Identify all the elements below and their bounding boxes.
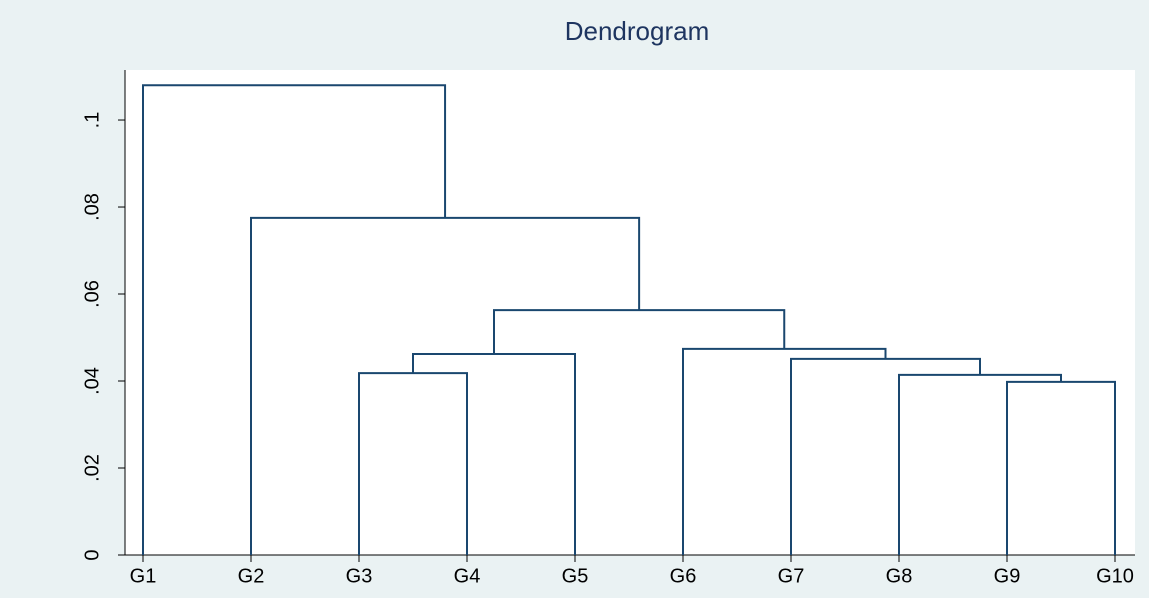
x-tick-label: G9 xyxy=(994,565,1021,587)
y-tick-label: .04 xyxy=(81,367,103,395)
x-tick-label: G10 xyxy=(1096,565,1134,587)
dendrogram-link xyxy=(142,84,447,555)
plot-area xyxy=(125,70,1135,555)
chart-title: Dendrogram xyxy=(565,16,710,46)
x-tick-label: G1 xyxy=(130,565,157,587)
x-tick-label: G4 xyxy=(454,565,481,587)
x-tick-label: G8 xyxy=(886,565,913,587)
y-tick-label: .02 xyxy=(81,454,103,482)
y-tick-label: .1 xyxy=(81,112,103,129)
x-tick-label: G2 xyxy=(238,565,265,587)
x-tick-label: G6 xyxy=(670,565,697,587)
y-tick-label: 0 xyxy=(81,549,103,560)
x-tick-label: G5 xyxy=(562,565,589,587)
y-tick-label: .08 xyxy=(81,193,103,221)
dendrogram-link xyxy=(1006,380,1116,555)
dendrogram-link xyxy=(493,309,786,355)
dendrogram-link xyxy=(682,347,887,555)
x-tick-label: G7 xyxy=(778,565,805,587)
y-tick-label: .06 xyxy=(81,280,103,308)
x-tick-label: G3 xyxy=(346,565,373,587)
